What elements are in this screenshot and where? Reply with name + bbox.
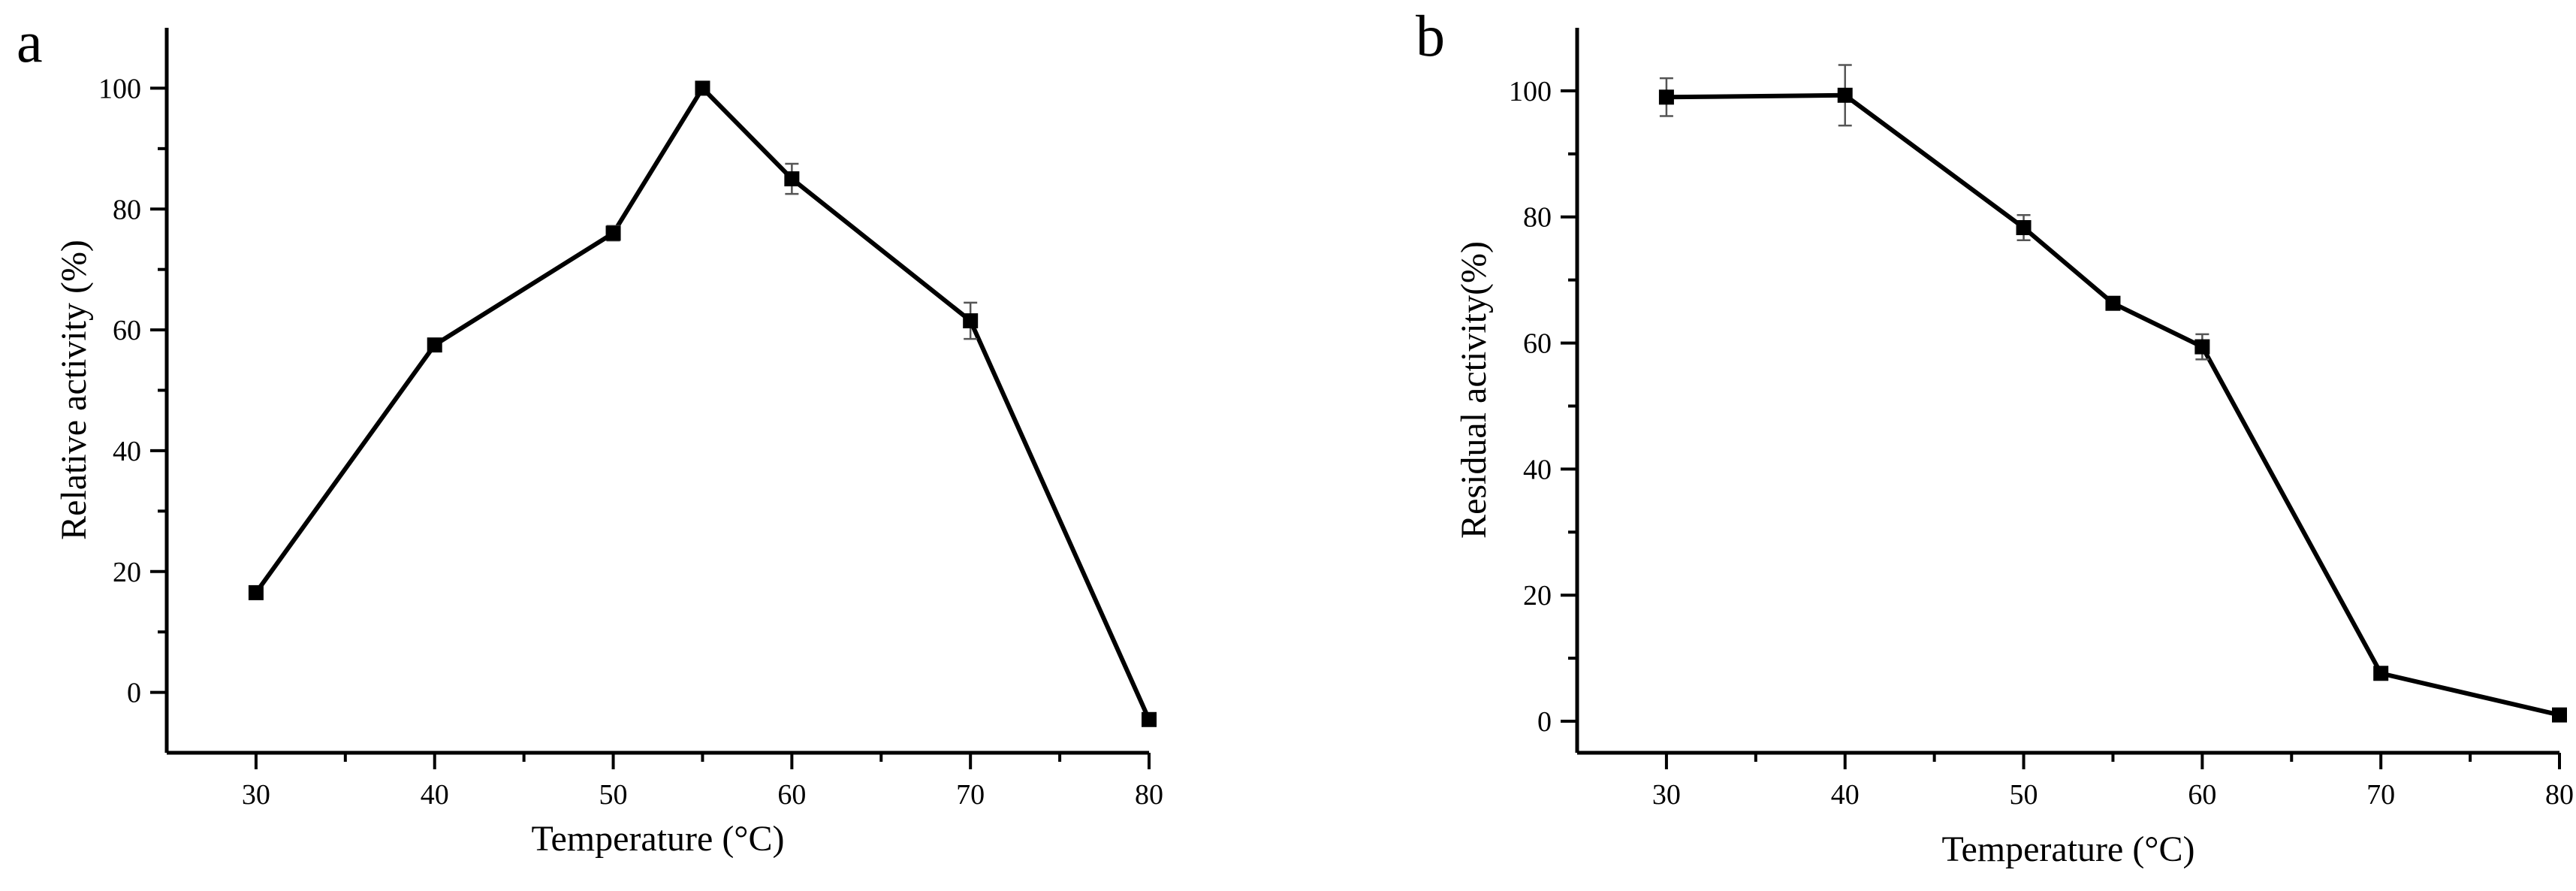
y-tick-label-b-3: 60	[1523, 328, 1552, 360]
data-point-a-0	[248, 584, 264, 600]
x-tick-label-b-2: 50	[2010, 779, 2038, 811]
x-tick-label-a-3: 60	[777, 779, 806, 811]
data-point-b-2	[2016, 220, 2032, 236]
x-tick-label-b-1: 40	[1831, 779, 1860, 811]
data-point-b-4	[2194, 339, 2210, 355]
x-tick-label-b-5: 80	[2545, 779, 2574, 811]
y-axis-label-b: Residual activity(%)	[1454, 241, 1494, 539]
data-point-a-1	[427, 337, 442, 353]
y-tick-label-b-0: 0	[1537, 706, 1552, 738]
x-tick-label-a-4: 70	[956, 779, 985, 811]
x-tick-label-b-0: 30	[1652, 779, 1681, 811]
y-tick-label-a-1: 20	[113, 557, 141, 588]
x-tick-label-b-4: 70	[2366, 779, 2395, 811]
data-point-a-5	[963, 313, 979, 329]
x-tick-label-a-1: 40	[421, 779, 449, 811]
y-tick-label-a-3: 60	[113, 315, 141, 346]
y-tick-label-a-2: 40	[113, 436, 141, 467]
y-tick-label-a-5: 100	[98, 73, 141, 104]
marks-b	[1658, 64, 2567, 723]
x-tick-label-b-3: 60	[2188, 779, 2216, 811]
marks-a	[248, 80, 1157, 727]
series-line-a	[254, 86, 1151, 721]
y-tick-label-a-4: 80	[113, 194, 141, 225]
data-point-b-0	[1658, 89, 1674, 105]
series-line-b	[1666, 92, 2560, 717]
x-axis-label-a: Temperature (°C)	[531, 819, 784, 859]
y-tick-label-b-5: 100	[1509, 76, 1552, 107]
ticks-b: 30 40 50 60 70 80 0 20 40 60 80 100	[1509, 76, 2574, 811]
y-tick-label-b-2: 40	[1523, 454, 1552, 485]
data-point-a-4	[784, 171, 800, 187]
chart-panel-b: b Temperature (°C) Residual activity(%) …	[1416, 3, 2574, 869]
y-tick-label-b-4: 80	[1523, 202, 1552, 234]
x-tick-label-a-0: 30	[242, 779, 270, 811]
data-point-a-2	[605, 225, 621, 241]
x-tick-label-a-2: 50	[599, 779, 628, 811]
ticks-a: 30 40 50 60 70 80 0 20 40 60 80 100	[98, 73, 1163, 811]
data-point-b-6	[2552, 707, 2567, 723]
data-point-b-1	[1837, 87, 1853, 103]
y-tick-label-b-1: 20	[1523, 580, 1552, 612]
panel-label-b: b	[1416, 3, 1445, 68]
x-axis-label-b: Temperature (°C)	[1941, 829, 2194, 869]
data-point-b-3	[2105, 295, 2121, 311]
data-point-a-6	[1142, 711, 1157, 727]
y-tick-label-a-0: 0	[127, 678, 141, 709]
data-point-a-3	[695, 80, 710, 96]
y-axis-label-a: Relative activity (%)	[54, 240, 94, 540]
chart-panel-a: a Temperature (°C) Relative activity (%)…	[17, 9, 1163, 859]
panel-label-a: a	[17, 9, 43, 74]
data-point-b-5	[2373, 666, 2389, 681]
x-tick-label-a-5: 80	[1135, 779, 1163, 811]
